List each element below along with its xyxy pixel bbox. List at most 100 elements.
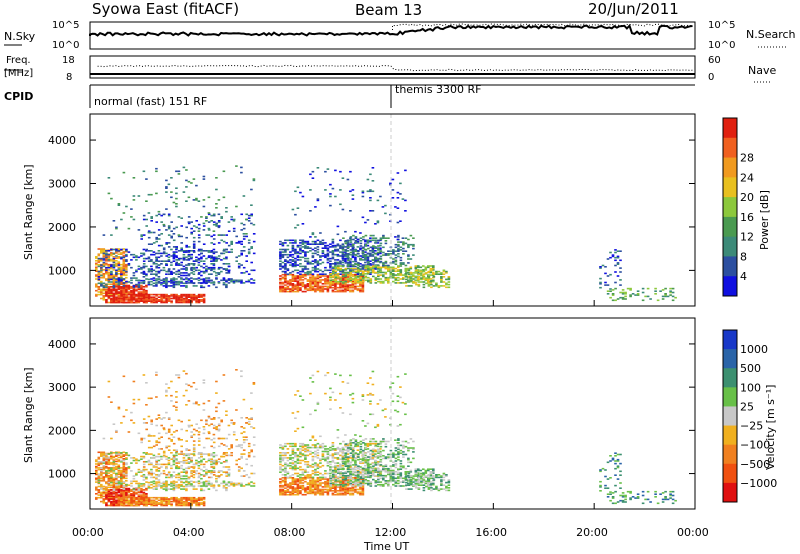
heatmap-cell — [339, 286, 342, 289]
heatmap-cell — [242, 427, 246, 429]
heatmap-cell — [155, 468, 158, 471]
heatmap-cell — [102, 297, 106, 300]
heatmap-cell — [384, 254, 388, 256]
heatmap-cell — [392, 274, 395, 276]
heatmap-cell — [150, 278, 153, 280]
heatmap-cell — [180, 504, 183, 507]
heatmap-cell — [200, 256, 203, 259]
heatmap-cell — [135, 496, 138, 499]
heatmap-cell — [145, 500, 148, 503]
heatmap-cell — [412, 278, 415, 280]
heatmap-cell — [220, 252, 223, 255]
heatmap-cell — [130, 292, 133, 295]
heatmap-cell — [167, 459, 171, 462]
heatmap-cell — [117, 503, 121, 505]
heatmap-cell — [162, 483, 166, 486]
heatmap-cell — [424, 267, 428, 270]
heatmap-cell — [157, 479, 161, 481]
heatmap-cell — [175, 452, 178, 454]
heatmap-cell — [212, 264, 216, 266]
heatmap-cell — [349, 264, 352, 266]
heatmap-cell — [110, 484, 113, 486]
heatmap-cell — [291, 208, 295, 211]
heatmap-cell — [142, 418, 146, 420]
heatmap-cell — [616, 298, 620, 300]
heatmap-cell — [192, 236, 196, 239]
heatmap-cell — [422, 274, 425, 276]
heatmap-cell — [215, 188, 218, 191]
heatmap-cell — [195, 462, 198, 464]
heatmap-cell — [102, 495, 106, 498]
heatmap-cell — [122, 292, 126, 295]
heatmap-cell — [321, 288, 325, 290]
heatmap-cell — [240, 250, 243, 252]
heatmap-cell — [155, 256, 158, 259]
heatmap-cell — [314, 279, 317, 281]
heatmap-cell — [192, 467, 196, 470]
freq-left-tick-bottom: 8 — [66, 72, 72, 83]
heatmap-cell — [172, 286, 176, 289]
heatmap-cell — [187, 481, 191, 483]
heatmap-cell — [306, 280, 310, 282]
heatmap-cell — [110, 281, 113, 283]
heatmap-cell — [339, 260, 342, 262]
heatmap-cell — [212, 433, 216, 436]
colorbar-tick-label: 4 — [740, 270, 747, 283]
heatmap-cell — [165, 280, 168, 283]
heatmap-cell — [135, 462, 138, 464]
heatmap-cell — [107, 259, 111, 261]
heatmap-cell — [160, 297, 163, 300]
heatmap-cell — [342, 280, 345, 283]
heatmap-cell — [281, 251, 285, 253]
heatmap-cell — [187, 293, 191, 296]
heatmap-cell — [170, 424, 173, 427]
heatmap-cell — [140, 286, 143, 288]
heatmap-cell — [237, 458, 241, 460]
heatmap-cell — [120, 287, 123, 289]
heatmap-cell — [316, 268, 320, 270]
heatmap-cell — [180, 475, 183, 477]
heatmap-cell — [205, 471, 208, 473]
heatmap-cell — [147, 257, 151, 260]
heatmap-cell — [227, 282, 231, 284]
heatmap-cell — [100, 452, 103, 455]
heatmap-cell — [225, 475, 228, 477]
heatmap-cell — [415, 283, 418, 286]
heatmap-cell — [182, 257, 186, 260]
heatmap-cell — [120, 278, 123, 281]
heatmap-cell — [142, 234, 146, 236]
heatmap-cell — [167, 299, 171, 301]
heatmap-cell — [247, 248, 251, 251]
heatmap-cell — [185, 169, 188, 171]
heatmap-cell — [95, 283, 98, 285]
heatmap-cell — [217, 417, 221, 419]
heatmap-cell — [120, 218, 123, 221]
heatmap-cell — [127, 489, 131, 491]
heatmap-cell — [309, 270, 312, 273]
heatmap-cell — [357, 255, 360, 258]
heatmap-cell — [389, 273, 393, 275]
heatmap-cell — [185, 429, 188, 432]
heatmap-cell — [177, 487, 181, 489]
heatmap-cell — [180, 483, 183, 486]
heatmap-cell — [299, 242, 302, 244]
heatmap-cell — [175, 261, 178, 264]
heatmap-cell — [225, 483, 228, 486]
heatmap-cell — [321, 255, 325, 257]
heatmap-cell — [359, 269, 362, 272]
heatmap-cell — [210, 250, 213, 252]
heatmap-cell — [197, 472, 201, 475]
heatmap-cell — [324, 255, 327, 257]
heatmap-cell — [172, 283, 176, 286]
heatmap-cell — [447, 283, 451, 286]
heatmap-cell — [215, 481, 218, 483]
heatmap-cell — [97, 293, 101, 296]
heatmap-cell — [432, 269, 435, 271]
heatmap-cell — [294, 277, 297, 280]
heatmap-cell — [142, 500, 146, 503]
heatmap-cell — [117, 273, 121, 275]
heatmap-cell — [142, 483, 146, 486]
heatmap-cell — [372, 251, 375, 254]
heatmap-cell — [102, 451, 106, 454]
heatmap-cell — [100, 297, 103, 300]
